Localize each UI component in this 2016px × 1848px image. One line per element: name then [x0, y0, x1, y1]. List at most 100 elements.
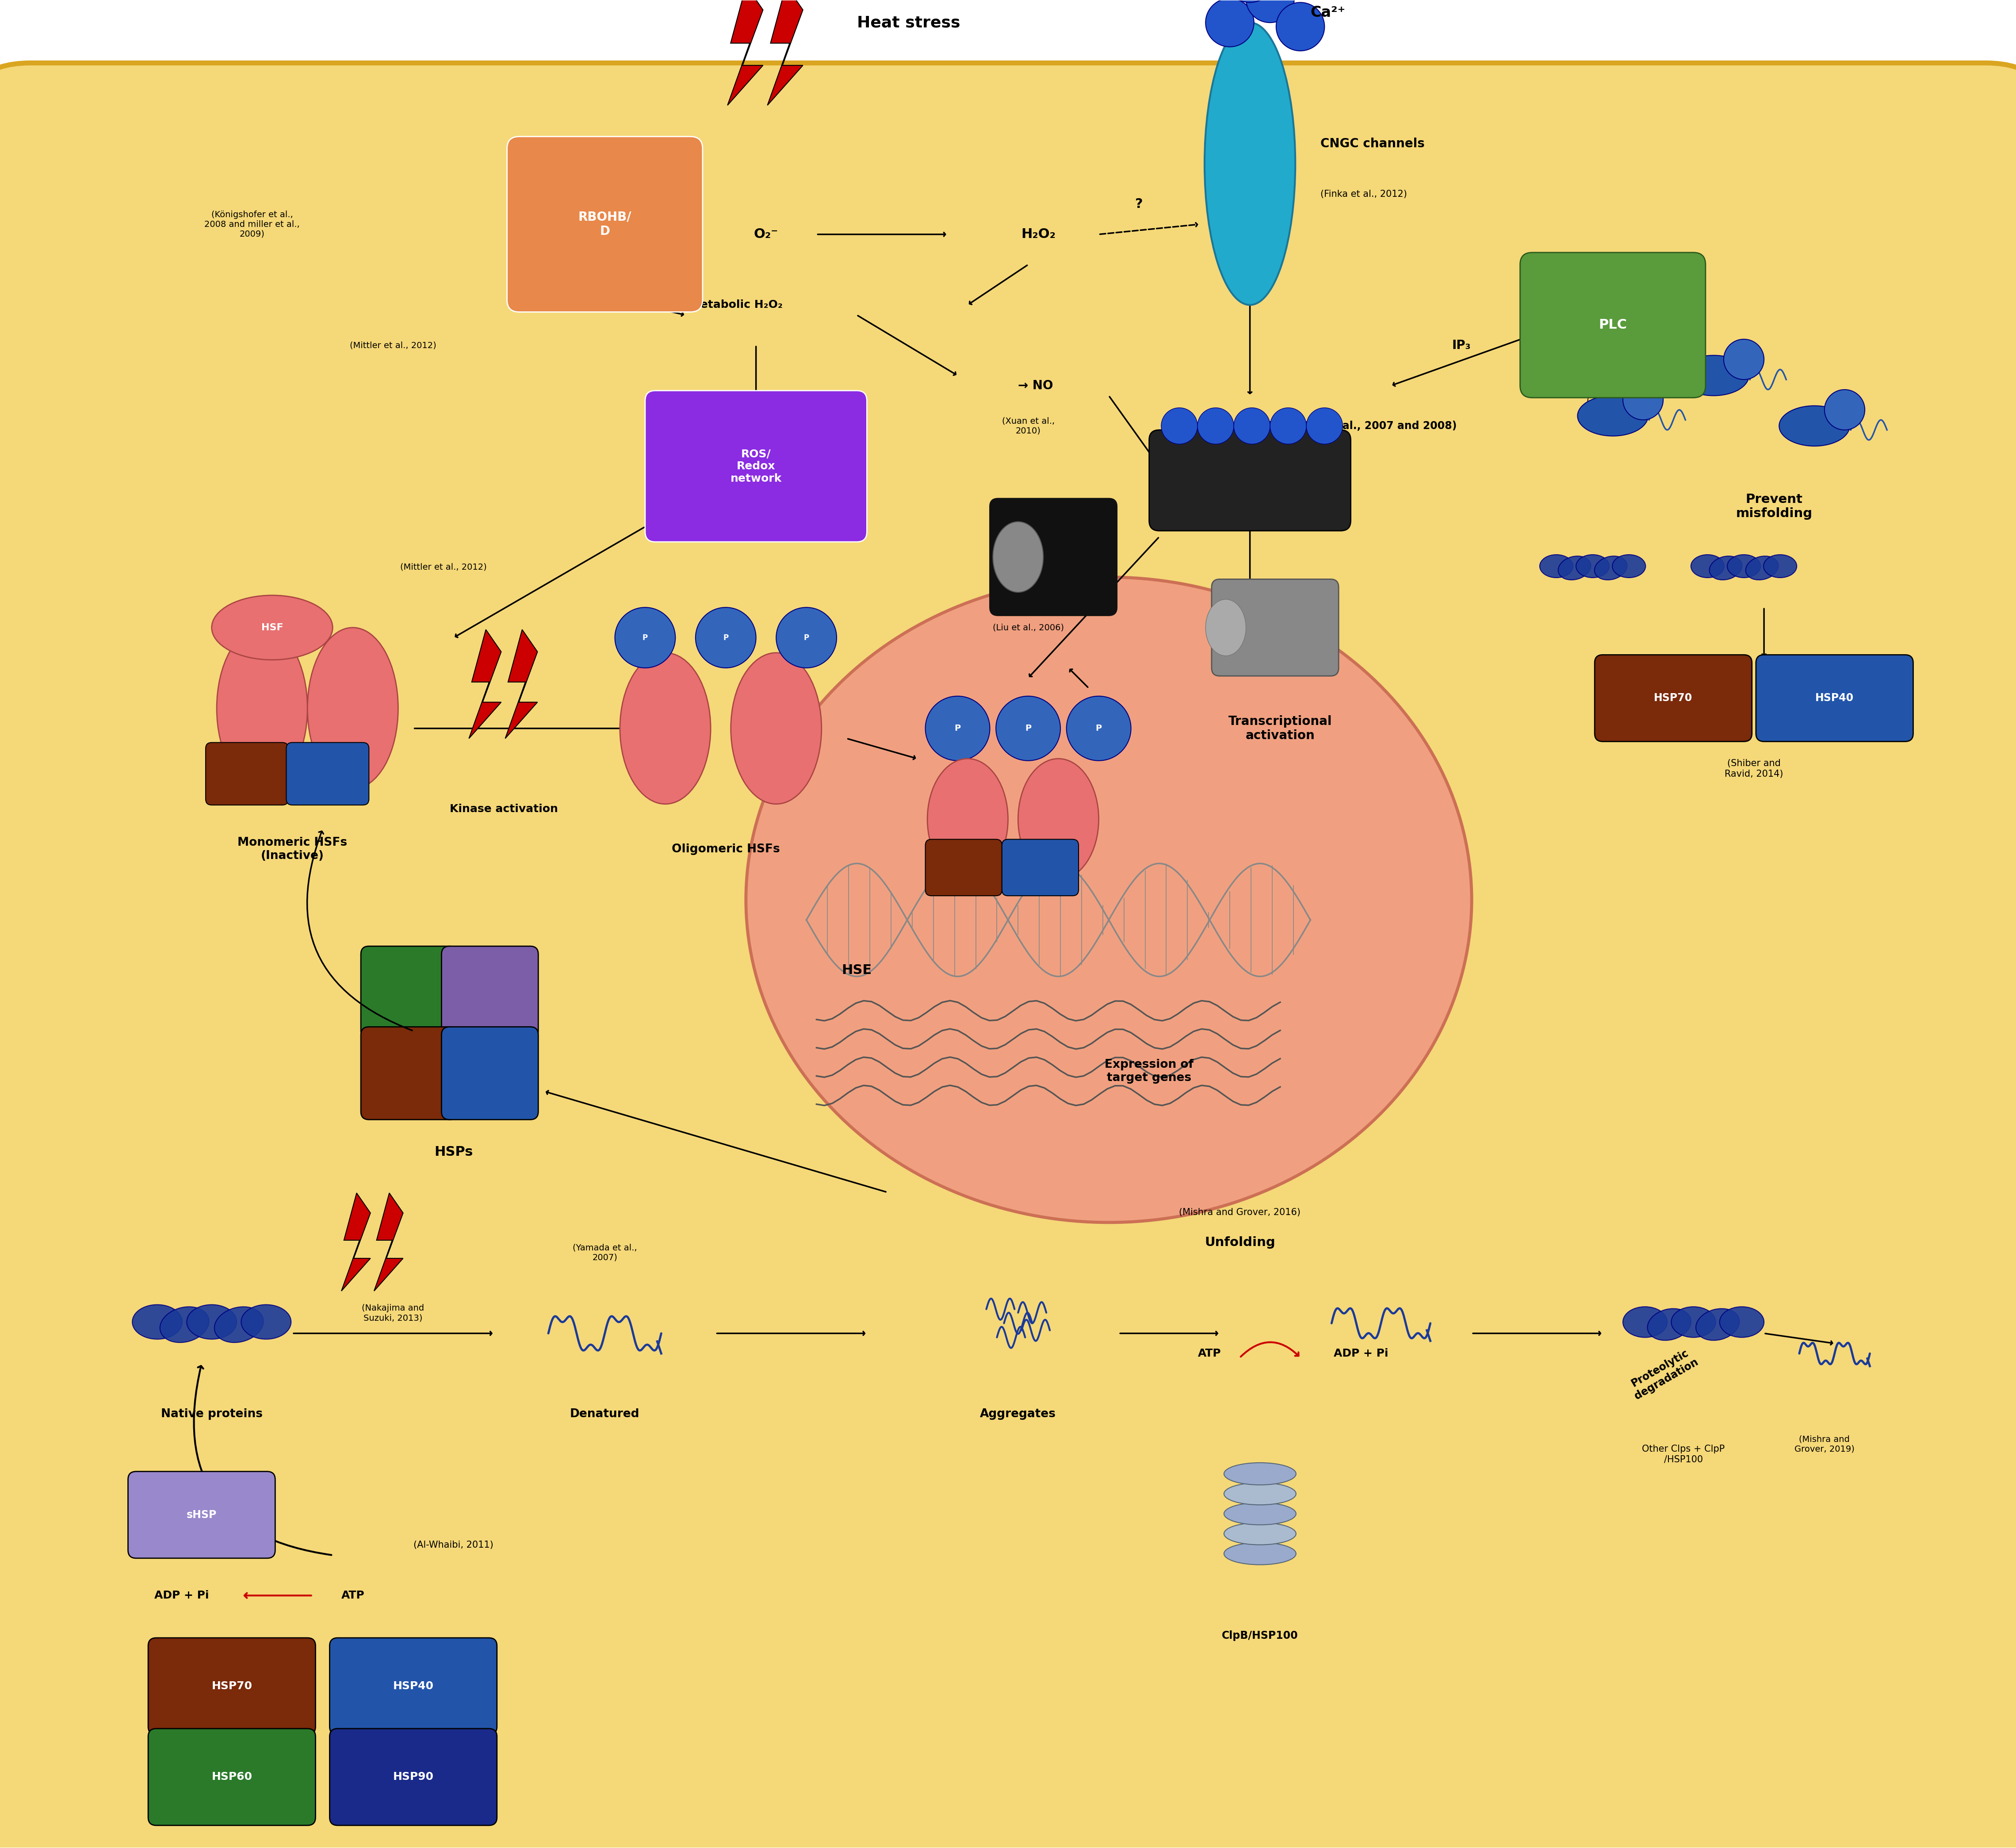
Text: HSF: HSF: [262, 623, 282, 632]
Ellipse shape: [1780, 407, 1851, 445]
Text: sHSP: sHSP: [187, 1510, 216, 1521]
Ellipse shape: [1595, 556, 1627, 580]
Text: P: P: [1024, 724, 1032, 732]
Circle shape: [1276, 2, 1325, 52]
FancyBboxPatch shape: [149, 1728, 317, 1826]
Text: HSP60: HSP60: [212, 1772, 252, 1781]
Text: P: P: [804, 634, 808, 641]
Text: Heat stress: Heat stress: [857, 15, 960, 30]
Circle shape: [1161, 408, 1198, 444]
Ellipse shape: [1224, 1482, 1296, 1504]
FancyBboxPatch shape: [990, 499, 1117, 615]
Polygon shape: [768, 0, 802, 105]
Circle shape: [1226, 0, 1274, 2]
Ellipse shape: [1710, 556, 1742, 580]
Text: ADP + Pi: ADP + Pi: [153, 1589, 210, 1600]
Ellipse shape: [1647, 1308, 1691, 1340]
FancyBboxPatch shape: [645, 390, 867, 541]
Ellipse shape: [306, 628, 399, 789]
FancyBboxPatch shape: [508, 137, 702, 312]
Text: HSP70: HSP70: [212, 1682, 252, 1691]
Text: ADP + Pi: ADP + Pi: [1333, 1349, 1389, 1358]
Text: (Königshofer et al.,
2008 and miller et al.,
2009): (Königshofer et al., 2008 and miller et …: [204, 211, 300, 238]
Polygon shape: [728, 0, 762, 105]
Ellipse shape: [1728, 554, 1760, 578]
Ellipse shape: [1224, 1543, 1296, 1565]
Ellipse shape: [1671, 1307, 1716, 1338]
Ellipse shape: [133, 1305, 181, 1340]
Text: HSP40: HSP40: [393, 1682, 433, 1691]
Text: Aggregates: Aggregates: [980, 1408, 1056, 1419]
Text: Denatured: Denatured: [571, 1408, 639, 1419]
Ellipse shape: [1679, 355, 1750, 395]
Text: Unfolding: Unfolding: [1204, 1236, 1276, 1249]
Text: HSPs: HSPs: [433, 1146, 474, 1159]
Text: (Nakajima and
Suzuki, 2013): (Nakajima and Suzuki, 2013): [363, 1305, 423, 1323]
Ellipse shape: [1224, 1502, 1296, 1525]
Ellipse shape: [242, 1305, 290, 1340]
Text: Transcriptional
activation: Transcriptional activation: [1228, 715, 1333, 741]
FancyBboxPatch shape: [0, 63, 2016, 1848]
Circle shape: [1206, 0, 1254, 46]
Ellipse shape: [730, 652, 823, 804]
Ellipse shape: [218, 628, 308, 789]
Text: Prevent
misfolding: Prevent misfolding: [1736, 493, 1812, 519]
Circle shape: [1270, 408, 1306, 444]
Text: P: P: [1095, 724, 1103, 732]
Circle shape: [615, 608, 675, 667]
Polygon shape: [341, 1194, 371, 1292]
Text: (Mishra and Grover, 2016): (Mishra and Grover, 2016): [1179, 1209, 1300, 1216]
FancyBboxPatch shape: [1595, 654, 1752, 741]
Ellipse shape: [621, 652, 712, 804]
Ellipse shape: [1206, 22, 1296, 305]
Polygon shape: [375, 1194, 403, 1292]
Circle shape: [1724, 340, 1764, 379]
Text: ATP: ATP: [341, 1589, 365, 1600]
Ellipse shape: [1540, 554, 1572, 578]
Text: CaM3 (Liu et al., 2007 and 2008): CaM3 (Liu et al., 2007 and 2008): [1264, 421, 1458, 431]
Text: → NO: → NO: [1018, 379, 1052, 392]
Text: (Shiber and
Ravid, 2014): (Shiber and Ravid, 2014): [1724, 760, 1784, 778]
FancyBboxPatch shape: [129, 1471, 274, 1558]
Text: HSP70: HSP70: [1653, 693, 1693, 704]
Text: O₂⁻: O₂⁻: [754, 227, 778, 240]
Text: Monomeric HSFs
(Inactive): Monomeric HSFs (Inactive): [238, 837, 347, 861]
Text: HSE: HSE: [843, 965, 871, 978]
FancyBboxPatch shape: [925, 839, 1002, 896]
Ellipse shape: [187, 1305, 236, 1340]
Text: ?: ?: [1135, 198, 1143, 211]
Text: (Mittler et al., 2012): (Mittler et al., 2012): [351, 342, 435, 349]
FancyBboxPatch shape: [361, 1027, 458, 1120]
Text: (Liu et al., 2006): (Liu et al., 2006): [992, 623, 1064, 632]
Circle shape: [1623, 379, 1663, 419]
FancyBboxPatch shape: [149, 1637, 317, 1735]
Text: Expression of
target genes: Expression of target genes: [1105, 1059, 1193, 1083]
Text: Metabolic H₂O₂: Metabolic H₂O₂: [689, 299, 782, 310]
Circle shape: [1824, 390, 1865, 431]
Circle shape: [1306, 408, 1343, 444]
FancyBboxPatch shape: [206, 743, 288, 806]
Ellipse shape: [1746, 556, 1778, 580]
Text: (Mishra and
Grover, 2019): (Mishra and Grover, 2019): [1794, 1436, 1855, 1453]
Ellipse shape: [1613, 554, 1645, 578]
Circle shape: [1246, 0, 1294, 22]
Text: P: P: [724, 634, 728, 641]
Text: ATP: ATP: [1198, 1349, 1222, 1358]
Ellipse shape: [746, 577, 1472, 1222]
Text: Ca²⁺: Ca²⁺: [1310, 6, 1345, 20]
Circle shape: [1234, 408, 1270, 444]
Ellipse shape: [1224, 1523, 1296, 1545]
Ellipse shape: [1720, 1307, 1764, 1338]
Circle shape: [1198, 408, 1234, 444]
FancyBboxPatch shape: [1520, 253, 1706, 397]
FancyBboxPatch shape: [331, 1637, 498, 1735]
Text: ROS/
Redox
network: ROS/ Redox network: [730, 449, 782, 484]
FancyBboxPatch shape: [361, 946, 458, 1039]
Circle shape: [776, 608, 837, 667]
Text: P: P: [643, 634, 647, 641]
Circle shape: [996, 697, 1060, 761]
Text: Other Clps + ClpP
/HSP100: Other Clps + ClpP /HSP100: [1641, 1445, 1726, 1464]
Text: (Finka et al., 2012): (Finka et al., 2012): [1320, 190, 1407, 198]
FancyBboxPatch shape: [442, 1027, 538, 1120]
Ellipse shape: [1577, 554, 1609, 578]
